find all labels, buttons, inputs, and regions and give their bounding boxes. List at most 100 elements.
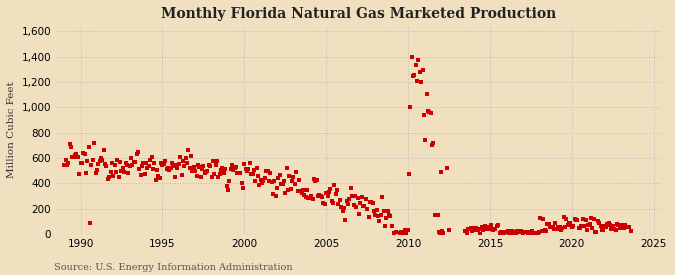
Point [545,225,556,229]
Point [342,199,352,203]
Point [219,171,230,175]
Point [551,226,562,231]
Point [209,172,219,177]
Point [370,213,381,217]
Point [418,112,429,117]
Point [346,186,356,190]
Point [279,179,290,183]
Point [290,182,300,186]
Point [599,224,610,229]
Point [569,217,580,221]
Point [164,167,175,172]
Point [367,201,378,205]
Point [381,216,392,220]
Point [377,194,387,199]
Point [71,152,82,156]
Point [402,227,413,232]
Point [498,231,509,236]
Point [354,211,364,216]
Point [205,164,215,169]
Point [594,221,605,225]
Point [231,164,242,169]
Point [326,199,337,203]
Point [334,197,345,202]
Point [254,183,265,188]
Point [255,178,266,182]
Point [281,166,292,170]
Point [296,191,307,196]
Point [537,229,547,233]
Point [586,216,597,220]
Point [262,169,273,174]
Point [171,162,182,167]
Point [514,230,525,234]
Point [466,226,477,230]
Point [352,195,363,200]
Point [76,160,87,165]
Point [321,191,331,195]
Point [417,68,428,72]
Point [390,230,401,234]
Point [251,166,262,170]
Point [483,225,494,230]
Point [243,167,254,171]
Point [112,158,123,163]
Point [95,159,105,164]
Point [431,213,441,217]
Point [509,229,520,234]
Point [531,230,542,235]
Point [203,163,214,167]
Point [500,230,510,234]
Point [561,217,572,221]
Point [176,173,187,178]
Point [435,231,446,236]
Point [437,230,448,235]
Point [183,148,194,153]
Point [109,163,120,167]
Point [566,225,577,229]
Point [80,171,91,175]
Point [103,177,113,181]
Point [136,164,147,169]
Point [267,192,278,196]
Point [624,225,634,229]
Point [614,226,625,230]
Point [179,164,190,168]
Point [252,174,263,178]
Point [369,209,379,213]
Point [355,201,366,205]
Point [250,179,261,183]
Point [504,230,514,235]
Point [359,204,370,208]
Point [220,166,231,171]
Point [542,222,553,227]
Point [558,215,569,219]
Point [96,156,107,160]
Point [235,170,246,175]
Point [227,163,238,167]
Point [584,222,595,226]
Point [310,179,321,183]
Point [86,163,97,167]
Point [325,187,335,191]
Point [497,231,508,235]
Point [157,163,168,167]
Point [123,171,134,176]
Point [266,180,277,184]
Point [263,179,274,184]
Point [593,219,603,224]
Point [350,193,360,198]
Point [113,175,124,180]
Point [358,204,369,208]
Point [147,167,158,171]
Point [88,158,99,162]
Point [276,182,287,186]
Point [240,167,251,171]
Point [329,183,340,187]
Point [487,227,498,232]
Point [303,196,314,200]
Point [516,229,526,233]
Point [597,228,608,232]
Point [68,154,79,159]
Point [609,226,620,231]
